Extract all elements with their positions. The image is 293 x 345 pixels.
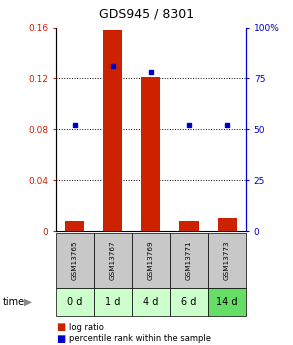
Bar [217, 218, 236, 231]
Text: time: time [3, 297, 25, 307]
Text: GSM13767: GSM13767 [110, 241, 116, 280]
Text: GSM13773: GSM13773 [224, 241, 230, 280]
Text: GSM13765: GSM13765 [72, 241, 78, 280]
Bar [65, 221, 84, 231]
Text: ■: ■ [56, 334, 65, 344]
Text: 0 d: 0 d [67, 297, 82, 307]
Text: 14 d: 14 d [216, 297, 238, 307]
Bar [179, 221, 198, 231]
Bar [142, 77, 161, 231]
Text: GSM13769: GSM13769 [148, 241, 154, 280]
Bar [103, 30, 122, 231]
Text: ■: ■ [56, 322, 65, 332]
Text: log ratio: log ratio [69, 323, 104, 332]
Text: GDS945 / 8301: GDS945 / 8301 [99, 7, 194, 20]
Text: 1 d: 1 d [105, 297, 120, 307]
Text: GSM13771: GSM13771 [186, 241, 192, 280]
Text: 6 d: 6 d [181, 297, 197, 307]
Text: percentile rank within the sample: percentile rank within the sample [69, 334, 211, 343]
Text: ▶: ▶ [24, 297, 32, 307]
Text: 4 d: 4 d [143, 297, 159, 307]
